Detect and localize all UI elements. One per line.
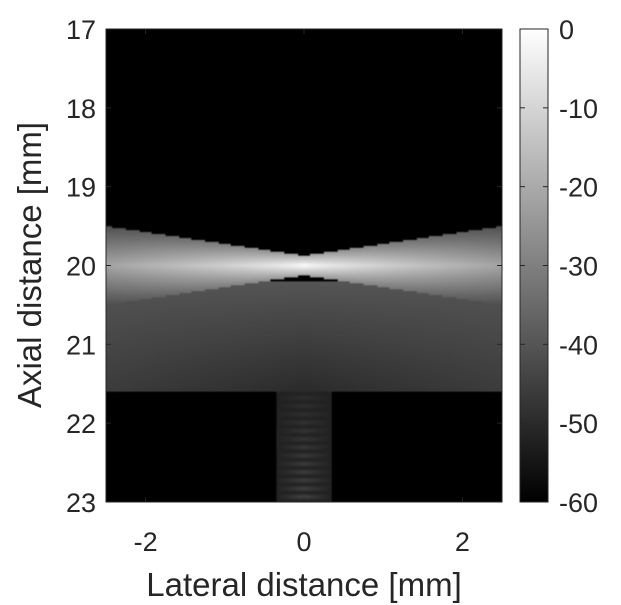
heatmap <box>106 29 502 502</box>
heatmap-image <box>106 29 502 502</box>
colorbar-tick-label: -40 <box>559 330 598 360</box>
y-tick-label: 22 <box>66 409 96 439</box>
x-tick-label: 0 <box>296 527 311 557</box>
colorbar-tick-label: -30 <box>559 252 598 282</box>
y-tick-label: 19 <box>66 173 96 203</box>
y-tick-label: 17 <box>66 15 96 45</box>
colorbar-tick-label: -10 <box>559 94 598 124</box>
y-axis-label: Axial distance [mm] <box>11 122 48 408</box>
y-tick-label: 21 <box>66 330 96 360</box>
colorbar-tick-label: -20 <box>559 173 598 203</box>
y-axis: 17 18 19 20 21 22 23 <box>66 15 502 518</box>
colorbar: 0 -10 -20 -30 -40 -50 -60 <box>519 15 598 518</box>
y-tick-label: 18 <box>66 94 96 124</box>
colorbar-tick-label: -60 <box>559 488 598 518</box>
colorbar-ticks: 0 -10 -20 -30 -40 -50 -60 <box>520 15 598 518</box>
x-axis: -2 0 2 <box>134 29 470 557</box>
x-tick-label: -2 <box>134 527 158 557</box>
colorbar-tick-label: 0 <box>559 15 574 45</box>
y-tick-label: 23 <box>66 488 96 518</box>
colorbar-tick-label: -50 <box>559 409 598 439</box>
y-tick-label: 20 <box>66 252 96 282</box>
x-axis-label: Lateral distance [mm] <box>146 566 461 603</box>
x-tick-label: 2 <box>455 527 470 557</box>
